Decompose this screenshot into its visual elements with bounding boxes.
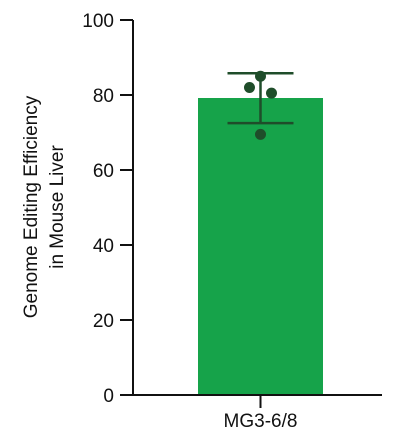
y-tick-label: 0 [103, 386, 114, 407]
y-tick-label: 40 [93, 236, 114, 257]
y-axis-title-line-1: Genome Editing Efficiency [21, 95, 42, 318]
y-axis-title: Genome Editing Efficiency in Mouse Liver [21, 95, 68, 318]
data-point [255, 128, 266, 140]
x-category-label: MG3-6/8 [224, 411, 298, 430]
y-axis-title-line-2: in Mouse Liver [47, 145, 68, 269]
data-point [244, 82, 255, 93]
y-tick-label: 60 [93, 161, 114, 182]
y-tick-label: 20 [93, 311, 114, 332]
bar-mg3-6-8 [198, 98, 323, 395]
y-tick-label: 100 [82, 11, 114, 32]
y-tick-label: 80 [93, 86, 114, 107]
data-point [266, 87, 277, 99]
data-point [255, 70, 266, 82]
plot-area: 0 20 40 60 80 100 MG3-6/8 [82, 11, 382, 430]
